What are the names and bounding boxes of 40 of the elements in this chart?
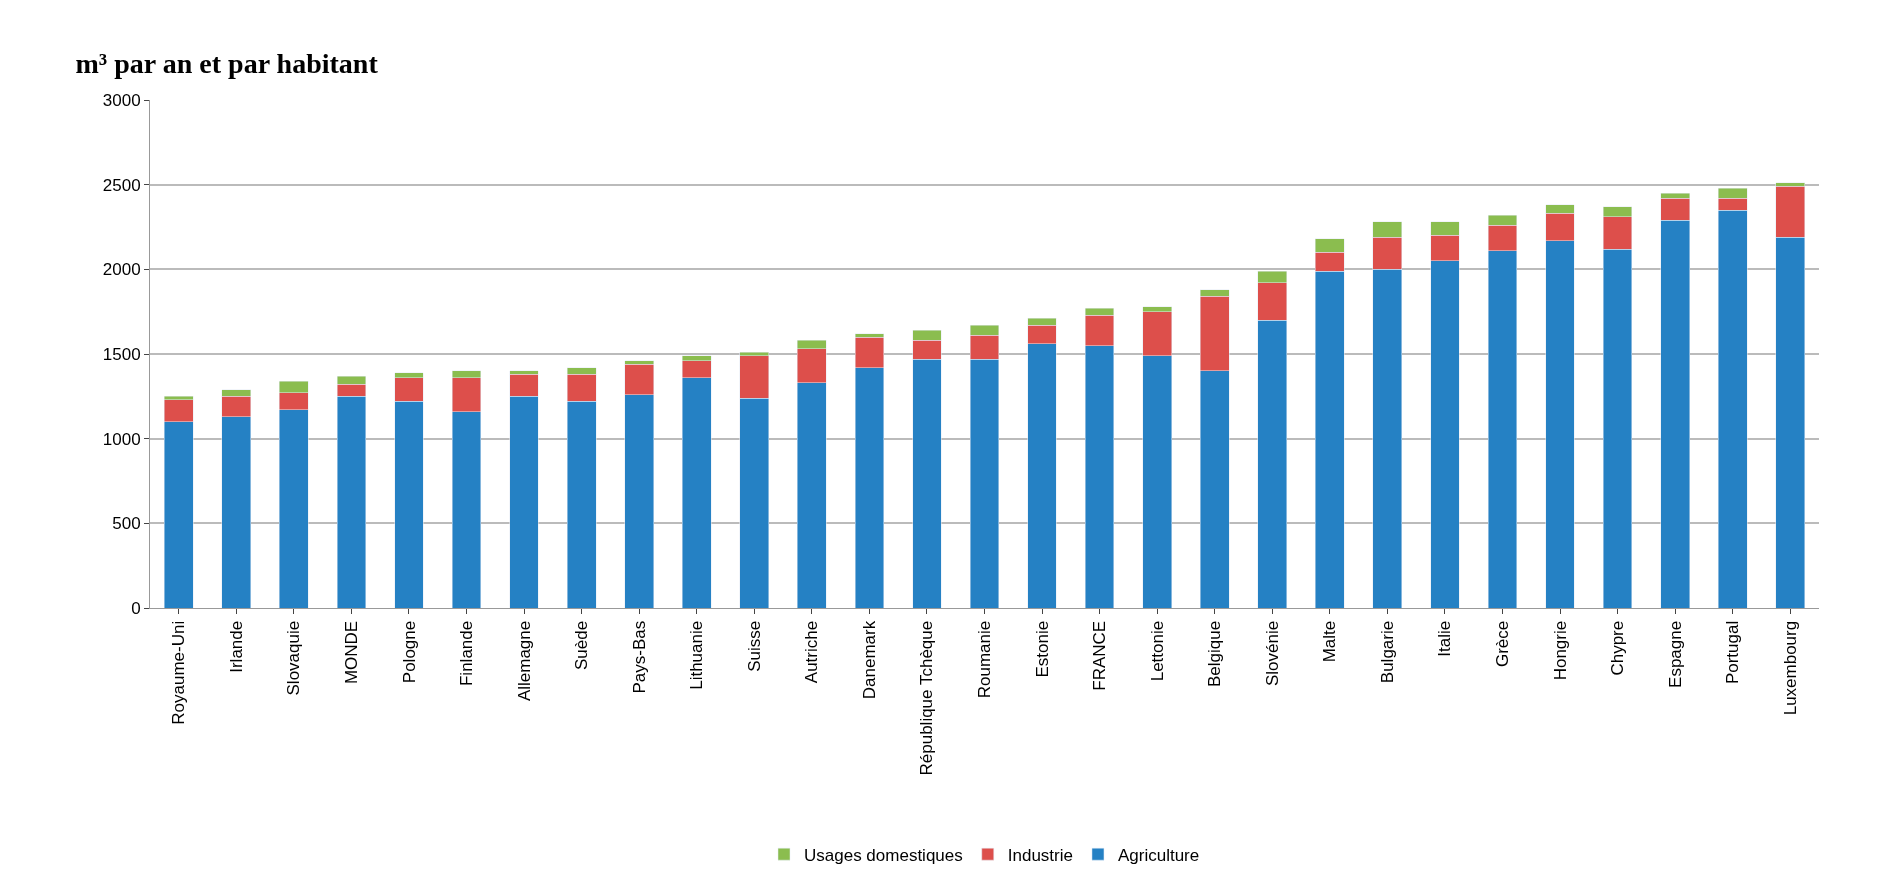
x-tick-label: Finlande [457, 620, 477, 687]
x-tick-label: Danemark [859, 620, 879, 700]
y-tick-label: 2000 [102, 260, 141, 280]
legend-label: Industrie [1007, 845, 1073, 865]
x-tick-label: Luxembourg [1780, 620, 1800, 716]
y-tick-label: 500 [112, 514, 141, 534]
x-tick-label: Italie [1435, 620, 1455, 657]
chart-title: m³ par an et par habitant [75, 47, 379, 79]
x-tick-label: Hongrie [1550, 620, 1570, 681]
x-tick-label: Pologne [399, 620, 419, 684]
x-tick-label: Portugal [1723, 620, 1743, 685]
y-tick-label: 3000 [102, 90, 141, 110]
x-tick-label: FRANCE [1090, 620, 1110, 691]
x-tick-label: Pays-Bas [629, 620, 649, 694]
legend-label: Agriculture [1117, 845, 1200, 865]
x-tick-label: Grèce [1492, 620, 1512, 668]
x-tick-label: Slovaquie [284, 620, 304, 696]
x-tick-label: Suisse [744, 620, 764, 672]
x-tick-label: Irlande [226, 620, 246, 673]
x-tick-label: Autriche [802, 620, 822, 684]
x-tick-label: République Tchèque [917, 620, 937, 776]
x-tick-label: Lithuanie [687, 620, 707, 690]
x-tick-label: Allemagne [514, 620, 534, 702]
y-tick-label: 0 [131, 598, 141, 618]
x-tick-label: Roumanie [975, 620, 995, 699]
x-tick-label: Estonie [1032, 620, 1052, 678]
x-tick-label: Belgique [1205, 620, 1225, 687]
x-tick-label: Espagne [1665, 620, 1685, 688]
y-tick-label: 1000 [102, 429, 141, 449]
x-tick-label: Malte [1320, 620, 1340, 663]
y-tick-label: 2500 [102, 175, 141, 195]
x-tick-label: Lettonie [1147, 620, 1167, 682]
x-tick-label: Bulgarie [1377, 620, 1397, 684]
x-tick-label: Chypre [1608, 620, 1628, 676]
x-tick-label: Slovénie [1262, 620, 1282, 687]
x-tick-label: MONDE [341, 620, 361, 685]
x-tick-label: Suède [572, 620, 592, 670]
x-tick-label: Royaume-Uni [169, 620, 189, 725]
legend-label: Usages domestiques [804, 845, 963, 865]
y-tick-label: 1500 [102, 344, 141, 364]
